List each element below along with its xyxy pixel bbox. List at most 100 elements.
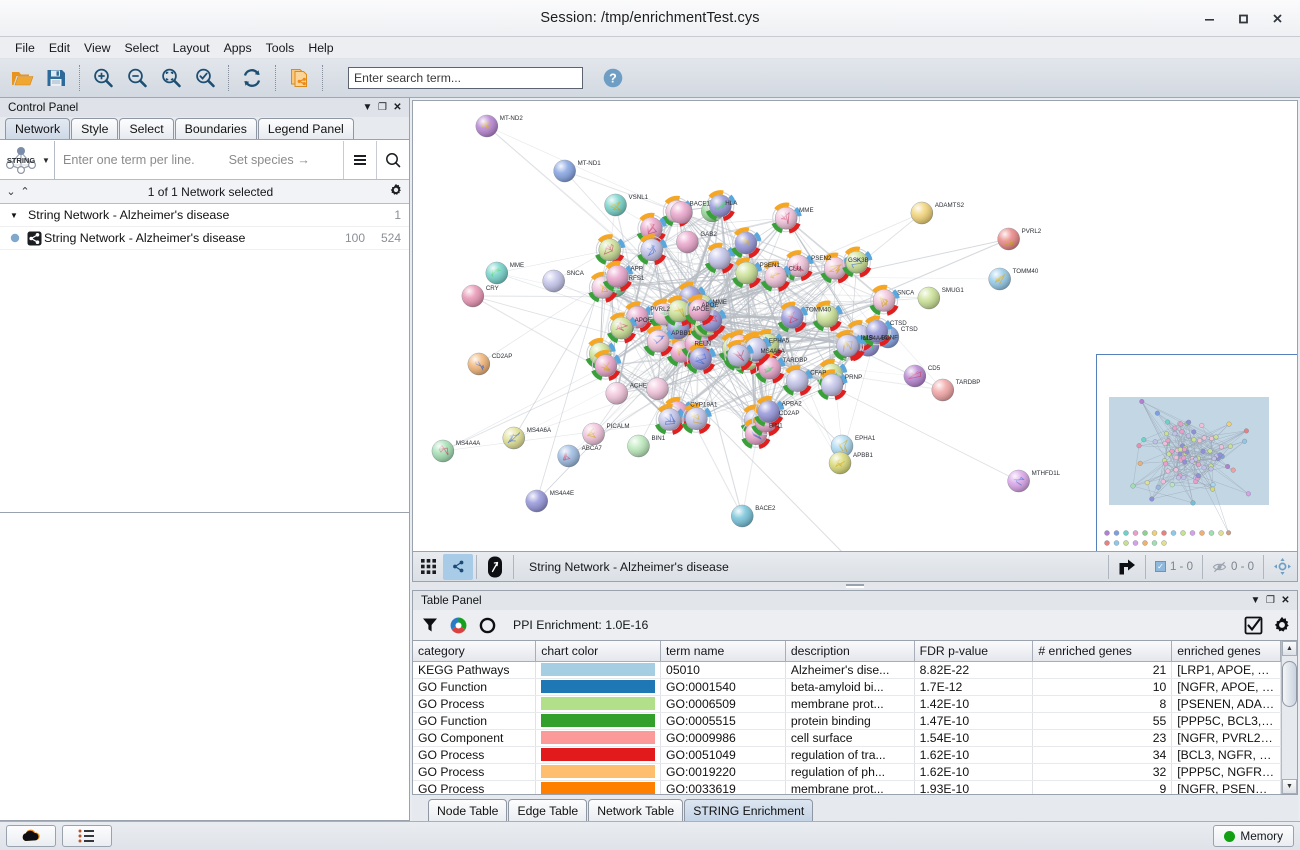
color-wheel-icon[interactable] [449, 616, 468, 635]
table-row[interactable]: GO Process GO:0019220 regulation of ph... 1… [413, 763, 1281, 781]
tab-style[interactable]: Style [71, 118, 119, 139]
network-node[interactable] [582, 422, 605, 446]
network-node[interactable] [843, 248, 870, 275]
network-node[interactable] [485, 261, 509, 285]
scroll-down-arrow-icon[interactable]: ▼ [1282, 779, 1297, 794]
network-node[interactable] [706, 245, 733, 272]
network-node[interactable] [502, 426, 525, 450]
scroll-up-arrow-icon[interactable]: ▲ [1282, 641, 1297, 656]
zoom-out-icon[interactable] [121, 62, 153, 94]
network-node[interactable] [475, 114, 499, 138]
network-node[interactable] [645, 327, 672, 354]
search-input[interactable]: Enter search term... [348, 67, 583, 89]
network-node[interactable] [670, 201, 693, 224]
menu-file[interactable]: File [15, 40, 35, 55]
network-node[interactable] [834, 332, 861, 359]
network-node[interactable] [910, 201, 934, 225]
string-set-species-link[interactable]: Set species → [228, 153, 310, 167]
network-node[interactable] [828, 451, 852, 475]
control-panel-float-icon[interactable]: ❐ [378, 102, 387, 113]
table-vertical-scrollbar[interactable]: ▲ ▼ [1281, 641, 1297, 794]
network-node[interactable] [461, 284, 485, 308]
network-node[interactable] [756, 354, 783, 381]
network-node[interactable] [731, 504, 754, 528]
save-session-icon[interactable] [40, 62, 72, 94]
enrichment-table-scroll[interactable]: category chart color term name descripti… [413, 641, 1281, 794]
birds-eye-view[interactable] [1096, 354, 1297, 551]
network-node[interactable] [819, 371, 846, 398]
col-term-name[interactable]: term name [660, 641, 786, 662]
network-node[interactable] [733, 259, 760, 286]
scroll-thumb[interactable] [1282, 661, 1297, 707]
zoom-fit-icon[interactable] [155, 62, 187, 94]
filter-icon[interactable] [421, 616, 439, 634]
network-node[interactable] [656, 406, 683, 433]
network-node[interactable] [814, 302, 841, 329]
col-chart-color[interactable]: chart color [535, 641, 662, 662]
search-icon[interactable] [376, 141, 409, 179]
network-node[interactable] [1007, 469, 1030, 493]
chevron-down-icon[interactable]: ▼ [10, 210, 18, 220]
collapse-all-icon[interactable]: ⌄ [6, 186, 16, 198]
grid-layout-icon[interactable] [413, 554, 443, 580]
string-logo-icon[interactable]: STRING [0, 141, 42, 179]
network-node[interactable] [557, 444, 580, 468]
network-node[interactable] [743, 335, 770, 362]
select-all-checkbox-icon[interactable] [1244, 616, 1263, 635]
col-category[interactable]: category [413, 641, 537, 662]
network-node[interactable] [638, 236, 665, 263]
memory-button[interactable]: Memory [1213, 825, 1294, 847]
network-node[interactable] [605, 382, 628, 405]
network-settings-gear-icon[interactable] [389, 183, 403, 200]
menu-select[interactable]: Select [124, 40, 159, 55]
navigator-icon[interactable] [1267, 554, 1297, 580]
menu-edit[interactable]: Edit [48, 40, 71, 55]
network-node[interactable] [903, 364, 927, 388]
share-network-icon[interactable] [283, 62, 315, 94]
network-node[interactable] [525, 489, 548, 513]
close-button[interactable] [1260, 4, 1294, 34]
col-enriched-genes[interactable]: enriched genes [1171, 641, 1281, 662]
network-node[interactable] [431, 439, 455, 463]
network-tree-item[interactable]: String Network - Alzheimer's disease 100… [0, 227, 409, 250]
menu-layout[interactable]: Layout [172, 40, 210, 55]
table-panel-float-icon[interactable]: ❐ [1266, 595, 1275, 606]
open-session-icon[interactable] [6, 62, 38, 94]
table-row[interactable]: GO Process GO:0006509 membrane prot... 1.42… [413, 695, 1281, 713]
network-node[interactable] [988, 267, 1011, 291]
network-node[interactable] [779, 304, 806, 331]
network-node[interactable] [997, 227, 1020, 251]
tab-string-enrichment[interactable]: STRING Enrichment [684, 799, 814, 821]
col-enriched-count[interactable]: # enriched genes [1032, 641, 1173, 662]
network-node[interactable] [755, 398, 782, 425]
annotation-icon[interactable] [480, 554, 510, 580]
help-icon[interactable]: ? [597, 62, 629, 94]
tab-network-table[interactable]: Network Table [588, 799, 684, 821]
col-fdr-pvalue[interactable]: FDR p-value [914, 641, 1034, 662]
zoom-selected-icon[interactable] [189, 62, 221, 94]
network-node[interactable] [863, 317, 890, 344]
table-panel-dropdown-icon[interactable]: ▼ [1250, 595, 1261, 606]
network-node[interactable] [666, 297, 693, 324]
network-node[interactable] [638, 215, 665, 242]
network-tree-group-row[interactable]: ▼ String Network - Alzheimer's disease 1 [0, 204, 409, 227]
tab-legend-panel[interactable]: Legend Panel [257, 118, 354, 139]
network-node[interactable] [784, 367, 811, 394]
table-row[interactable]: GO Function GO:0005515 protein binding 1.47… [413, 712, 1281, 730]
tab-boundaries[interactable]: Boundaries [174, 118, 257, 139]
zoom-in-icon[interactable] [87, 62, 119, 94]
table-row[interactable]: KEGG Pathways 05010 Alzheimer's dise... 8.8… [413, 661, 1281, 679]
network-node[interactable] [676, 230, 699, 254]
maximize-button[interactable] [1226, 4, 1260, 34]
network-node[interactable] [931, 378, 955, 402]
network-node[interactable] [592, 352, 619, 379]
gear-icon[interactable] [1273, 616, 1291, 634]
network-node[interactable] [596, 236, 623, 263]
refresh-icon[interactable] [236, 62, 268, 94]
network-node[interactable] [646, 377, 669, 401]
minimize-button[interactable] [1192, 4, 1226, 34]
menu-help[interactable]: Help [308, 40, 334, 55]
network-node[interactable] [830, 434, 854, 458]
donut-chart-icon[interactable] [478, 616, 497, 635]
network-node[interactable] [732, 229, 759, 256]
